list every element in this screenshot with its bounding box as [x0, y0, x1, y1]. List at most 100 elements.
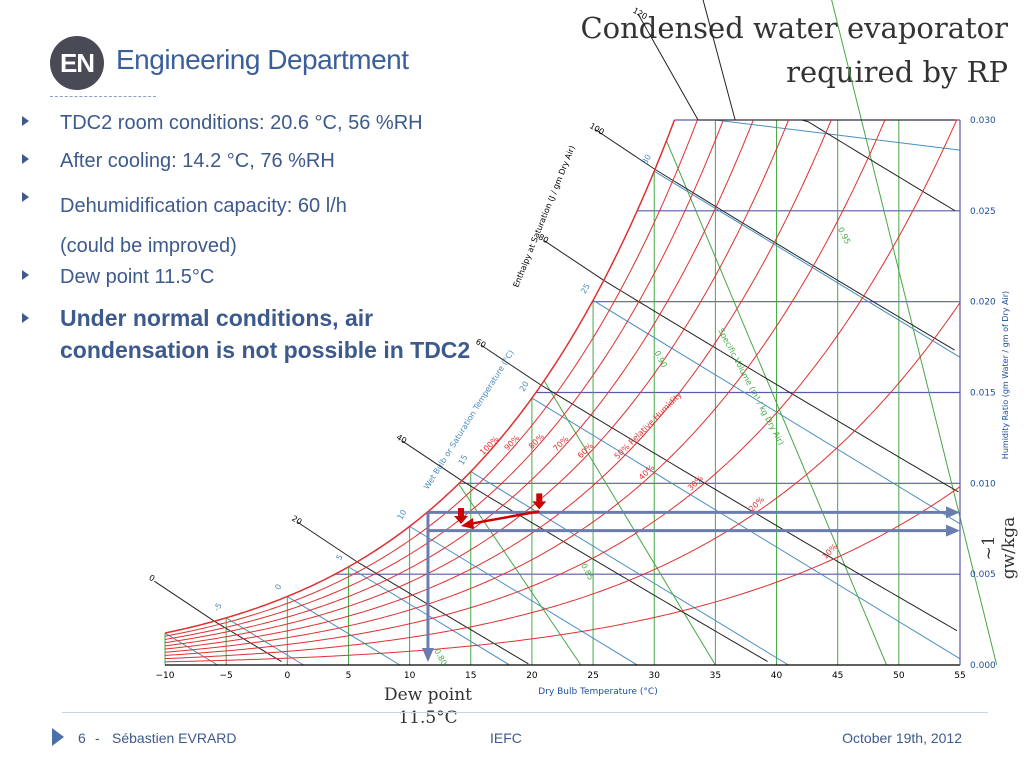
x-tick-label: 35 [710, 671, 721, 681]
x-tick-label: 20 [526, 671, 538, 681]
wet-bulb-tick-label: 15 [457, 453, 470, 466]
x-tick-label: 0 [284, 671, 290, 681]
footer-event: IEFC [490, 730, 522, 746]
state-marker-arrowhead [453, 516, 468, 525]
footer-date: October 19th, 2012 [842, 730, 962, 746]
humidity-difference-annotation: ~1 gw/kga [979, 516, 1019, 580]
footer-triangle-icon [52, 728, 64, 746]
page-number: 6 [78, 730, 86, 746]
bullet-dehumidification: Dehumidification capacity: 60 l/h (could … [22, 186, 552, 264]
cooling-process-line [468, 510, 540, 526]
bullet-after-cooling: After cooling: 14.2 °C, 76 %RH [22, 148, 552, 186]
specific-volume-tick-label: 0.80 [432, 647, 448, 667]
wet-bulb-line [409, 525, 638, 666]
wet-bulb-line [287, 596, 401, 666]
specific-volume-axis-label: Specific Volume (m³ / kg Dry Air) [716, 327, 785, 447]
department-name: Engineering Department [116, 44, 409, 75]
wet-bulb-tick-label: -5 [212, 601, 224, 612]
relative-humidity-curve [164, 486, 961, 663]
humidity-ratio-arrowhead [946, 524, 960, 537]
rh-label: 50% Relative Humidity [613, 390, 684, 461]
enthalpy-tick-label: 40 [395, 433, 408, 446]
wet-bulb-tick-label: 10 [396, 508, 409, 521]
y-tick-label: 0.025 [970, 207, 996, 217]
wet-bulb-tick-label: 0 [273, 583, 283, 592]
specific-volume-line [831, 0, 998, 666]
wet-bulb-tick-label: 20 [518, 380, 531, 393]
enthalpy-line [594, 128, 955, 351]
y-tick-label: 0.010 [970, 479, 996, 489]
relative-humidity-curve [164, 302, 961, 660]
enthalpy-tick-label: 20 [290, 514, 303, 527]
dew-point-annotation: Dew point 11.5°C [384, 685, 472, 728]
x-tick-label: 25 [587, 671, 598, 681]
relative-humidity-curve [164, 119, 698, 637]
y-tick-label: 0.015 [970, 389, 996, 399]
state-marker [536, 493, 543, 502]
relative-humidity-curve [164, 119, 958, 656]
enthalpy-line [702, 0, 956, 121]
dew-point-arrowhead [421, 648, 434, 662]
y-tick-label: 0.005 [970, 570, 996, 580]
bullet-arrow-icon [22, 116, 29, 126]
bullet-conclusion: Under normal conditions, air condensation… [22, 302, 552, 366]
enthalpy-line [480, 344, 958, 632]
x-tick-label: 5 [346, 671, 352, 681]
relative-humidity-curve [164, 119, 832, 650]
wet-bulb-tick-label: 25 [579, 282, 592, 295]
y-tick-label: 0.000 [970, 661, 996, 671]
slide-title: Condensed water evaporator required by R… [488, 6, 1008, 94]
enthalpy-line [543, 239, 959, 493]
x-tick-label: 40 [771, 671, 783, 681]
wet-bulb-axis-label: Wet Bulb or Saturation Temperature (°C) [422, 349, 516, 492]
wet-bulb-line [470, 471, 789, 666]
specific-volume-tick-label: 0.95 [836, 226, 852, 246]
x-tick-label: 10 [404, 671, 416, 681]
header-divider [50, 96, 156, 97]
wet-bulb-tick-label: 30 [640, 153, 653, 166]
specific-volume-line [666, 140, 888, 666]
enthalpy-line [154, 580, 282, 663]
enthalpy-tick-label: 120 [631, 6, 649, 21]
bullet-arrow-icon [22, 192, 29, 202]
bullet-arrow-icon [22, 270, 29, 280]
x-tick-label: 30 [649, 671, 661, 681]
enthalpy-tick-label: 60 [474, 337, 487, 350]
enthalpy-line [296, 521, 529, 665]
bullet-room-conditions: TDC2 room conditions: 20.6 °C, 56 %RH [22, 110, 552, 148]
rh-label: 10% [821, 542, 840, 561]
x-axis-label: Dry Bulb Temperature (°C) [538, 687, 657, 697]
rh-label: 100% [478, 434, 501, 457]
wet-bulb-tick-label: 5 [334, 553, 344, 562]
state-marker [457, 508, 464, 517]
wet-bulb-line [531, 397, 961, 660]
y-axis-label: Humidity Ratio (gm Water / gm of Dry Air… [1001, 291, 1010, 459]
relative-humidity-curve [164, 119, 886, 653]
slide-title-line1: Condensed water evaporator [580, 11, 1008, 45]
relative-humidity-curve [164, 119, 724, 640]
footer-author: Sébastien EVRARD [112, 730, 237, 746]
footer-separator: - [95, 730, 100, 746]
y-tick-label: 0.020 [970, 298, 996, 308]
bullet-arrow-icon [22, 154, 29, 164]
enthalpy-line [637, 13, 956, 212]
relative-humidity-curve [164, 119, 754, 644]
enthalpy-line [401, 440, 768, 662]
y-tick-label: 0.030 [970, 116, 996, 126]
x-tick-label: −5 [220, 671, 233, 681]
wet-bulb-line [653, 170, 961, 358]
x-tick-label: −10 [156, 671, 175, 681]
footer-divider [62, 712, 988, 713]
enthalpy-axis-label: Enthalpy at Saturation (J / gm Dry Air) [512, 144, 577, 288]
enthalpy-tick-label: 80 [537, 232, 550, 245]
x-tick-label: 50 [893, 671, 905, 681]
rh-label: 20% [747, 494, 766, 513]
x-tick-label: 15 [465, 671, 476, 681]
relative-humidity-curve [164, 119, 790, 647]
cooling-process-arrowhead [460, 518, 474, 530]
relative-humidity-curve [164, 119, 676, 634]
specific-volume-tick-label: 0.90 [652, 349, 668, 369]
bullet-arrow-icon [22, 313, 29, 323]
humidity-ratio-arrowhead [946, 506, 960, 519]
